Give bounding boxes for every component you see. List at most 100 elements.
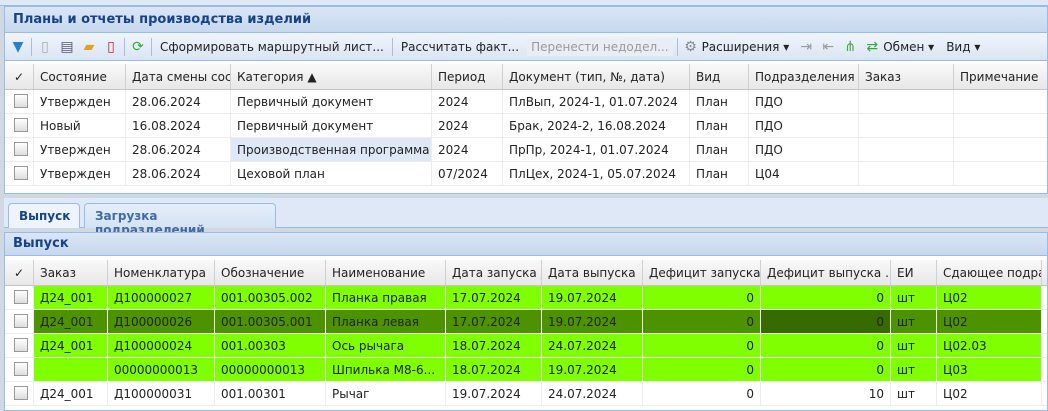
table-row[interactable]: Д24_001 Д100000031 001.00301 Рычаг 19.07.202… [5,382,1047,406]
grid-header: ✓ Заказ Номенклатура Обозначение Наименовани… [5,260,1047,286]
grid-cell: Ц04 [749,162,859,185]
table-row[interactable]: Утвержден 28.06.2024 Производственная прог… [5,138,1047,162]
column-header[interactable]: Состояние [34,64,126,89]
table-row[interactable]: Утвержден 28.06.2024 Первичный документ 202… [5,90,1047,114]
grid-cell: Утвержден [34,90,126,113]
hierarchy-icon[interactable]: ⋔ [844,38,857,55]
column-header[interactable]: Дефицит выпуска .. [761,260,891,285]
row-checkbox[interactable] [5,162,34,185]
grid-cell: Д24_001 [34,286,108,309]
grid-cell: 0 [643,286,761,309]
column-header[interactable]: Категория ▲ [231,64,432,89]
grid-cell [34,358,108,381]
grid-cell: ПДО [749,90,859,113]
delete-document-icon[interactable]: ▯ [107,38,115,55]
column-header[interactable]: Сдающее подраз [937,260,1042,285]
grid-cell: Д24_001 [34,382,108,405]
export-icon[interactable]: ⇥ [800,38,813,55]
grid-cell: 2024 [432,138,503,161]
row-checkbox[interactable] [5,90,34,113]
column-header[interactable]: Дата смены сост [126,64,231,89]
grid-cell: 001.00301 [215,382,326,405]
grid-cell: Д24_001 [34,310,108,333]
select-all-checkbox[interactable]: ✓ [5,64,34,89]
plans-panel: Планы и отчеты производства изделий ▼ ▯ … [4,6,1048,194]
form-route-button[interactable]: Сформировать маршрутный лист... [160,39,384,54]
table-row[interactable]: Д24_001 Д100000027 001.00305.002 Планка пра… [5,286,1047,310]
column-header[interactable]: Примечание [954,64,1048,89]
refresh-icon[interactable]: ⟳ [132,38,144,55]
table-row[interactable]: Новый 16.08.2024 Первичный документ 2024 Бра… [5,114,1047,138]
filter-icon[interactable]: ▼ [12,38,24,55]
grid-cell [859,90,954,113]
grid-cell: Ц02 [937,310,1042,333]
grid-cell [954,90,1048,113]
column-header[interactable]: ЕИ [891,260,937,285]
grid-cell: Утвержден [34,162,126,185]
grid-cell: 0 [643,358,761,381]
import-icon[interactable]: ⇤ [822,38,835,55]
column-header[interactable]: Заказ [859,64,954,89]
grid-cell [954,162,1048,185]
checkbox-icon[interactable] [14,166,28,180]
column-header[interactable]: Подразделения [749,64,859,89]
table-row[interactable]: Д24_001 Д100000026 001.00305.001 Планка лев… [5,310,1047,334]
column-header[interactable]: Обозначение [215,260,326,285]
table-row[interactable]: Утвержден 28.06.2024 Цеховой план 07/2024 Пл… [5,162,1047,186]
column-header[interactable]: Вид [690,64,749,89]
grid-cell: 001.00305.001 [215,310,326,333]
row-checkbox[interactable] [5,358,34,381]
column-header[interactable]: Заказ [34,260,108,285]
grid-cell: Утвержден [34,138,126,161]
grid-cell: шт [891,310,937,333]
row-checkbox[interactable] [5,334,34,357]
column-header[interactable]: Дата запуска ▲ [446,260,542,285]
checkbox-icon[interactable] [14,142,28,156]
column-header[interactable]: Наименование [326,260,446,285]
row-checkbox[interactable] [5,286,34,309]
open-folder-icon[interactable]: ▰ [83,38,95,55]
row-checkbox[interactable] [5,138,34,161]
grid-cell: 17.07.2024 [446,286,542,309]
grid-cell: 19.07.2024 [542,358,643,381]
new-document-icon[interactable]: ▯ [41,38,49,55]
select-all-checkbox[interactable]: ✓ [5,260,34,285]
tab-department-load[interactable]: Загрузка подразделений [84,203,276,237]
row-checkbox[interactable] [5,382,34,405]
checkbox-icon[interactable] [14,290,28,304]
table-row[interactable]: Д24_001 Д100000024 001.00303 Ось рычага 18.0… [5,334,1047,358]
grid-cell: Д24_001 [34,334,108,357]
column-header[interactable]: Документ (тип, №, дата) [503,64,690,89]
grid-cell: Ц02 [937,286,1042,309]
move-unfinished-button[interactable]: Перенести недодел... [527,37,673,56]
checkbox-icon[interactable] [14,362,28,376]
checkbox-icon[interactable] [14,338,28,352]
checkbox-icon[interactable] [14,118,28,132]
grid-cell: 0 [761,334,891,357]
checkbox-icon[interactable] [14,94,28,108]
grid-cell [859,162,954,185]
grid-cell: 0 [761,358,891,381]
checkbox-icon[interactable] [14,386,28,400]
grid-cell: 18.07.2024 [446,334,542,357]
grid-cell: Д100000031 [108,382,215,405]
grid-cell: Первичный документ [231,90,432,113]
row-checkbox[interactable] [5,114,34,137]
extensions-button[interactable]: Расширения ▾ [701,39,790,54]
checkbox-icon[interactable] [14,314,28,328]
edit-document-icon[interactable]: ▤ [60,38,74,55]
tab-bar: Выпуск Загрузка подразделений [4,198,1048,237]
column-header[interactable]: Период [432,64,503,89]
table-row[interactable]: 00000000013 00000000013 Шпилька М8-6... 18.… [5,358,1047,382]
column-header[interactable]: Дата выпуска [542,260,643,285]
view-button[interactable]: Вид ▾ [946,39,981,54]
grid-cell: шт [891,358,937,381]
grid-cell: Д100000027 [108,286,215,309]
tab-output[interactable]: Выпуск [8,203,80,228]
column-header[interactable]: Дефицит запуска [643,260,761,285]
row-checkbox[interactable] [5,310,34,333]
exchange-button[interactable]: Обмен ▾ [883,39,935,54]
grid-cell [954,138,1048,161]
column-header[interactable]: Номенклатура [108,260,215,285]
calc-fact-button[interactable]: Рассчитать факт... [400,39,520,54]
